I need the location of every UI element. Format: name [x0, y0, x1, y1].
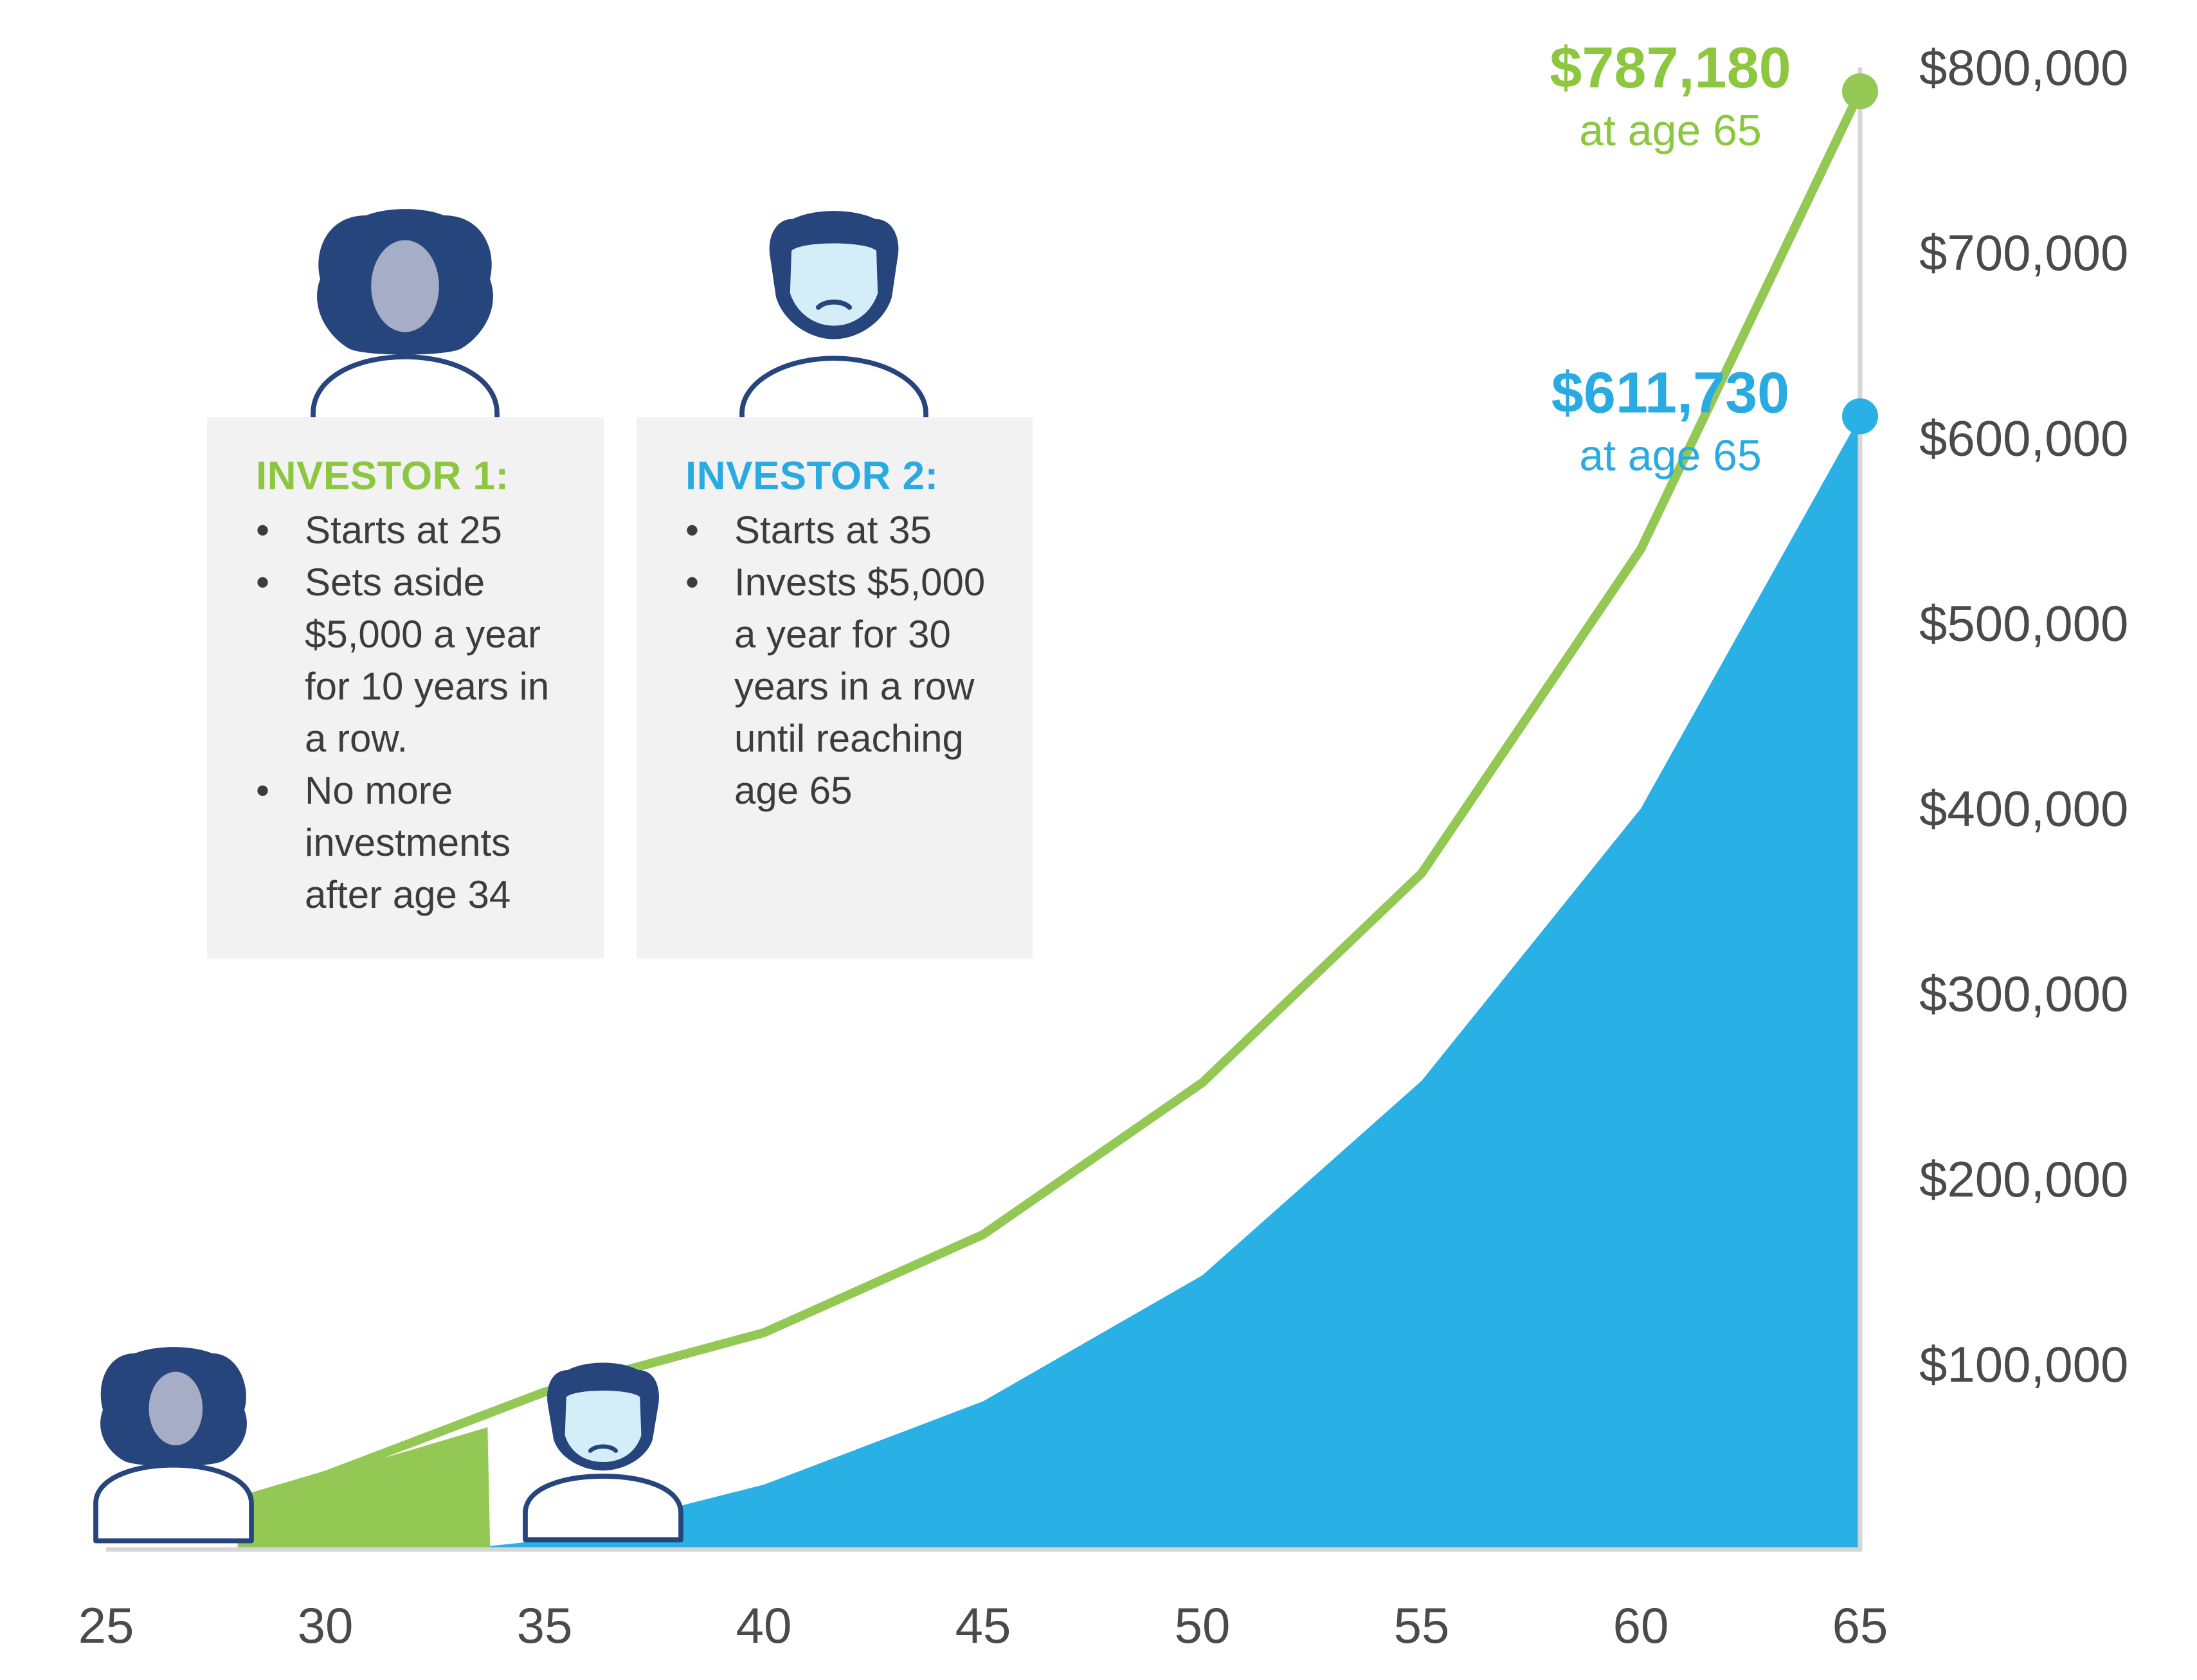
- list-item: Starts at 35: [685, 504, 1007, 556]
- callout-value: $611,730: [1551, 361, 1789, 425]
- x-tick-label: 60: [1613, 1597, 1669, 1654]
- callout-subtitle: at age 65: [1579, 106, 1762, 155]
- investor-2-end-marker: [1842, 398, 1878, 435]
- x-tick-label: 35: [517, 1597, 573, 1654]
- investor-1-title: INVESTOR 1:: [256, 454, 509, 498]
- woman-avatar-icon: [311, 209, 500, 465]
- x-tick-label: 40: [736, 1597, 792, 1654]
- investor-1-bullets: Starts at 25 Sets aside $5,000 a year fo…: [256, 504, 578, 921]
- y-tick-label: $200,000: [1919, 1151, 2128, 1207]
- man-avatar-icon: [523, 1362, 683, 1542]
- list-item: Starts at 25: [256, 504, 578, 556]
- x-tick-labels: 25 30 35 40 45 50 55 60 65: [78, 1597, 1888, 1654]
- x-tick-label: 65: [1832, 1597, 1888, 1654]
- callout-value: $787,180: [1550, 36, 1791, 100]
- y-tick-label: $300,000: [1919, 966, 2128, 1022]
- investor-2-title: INVESTOR 2:: [685, 454, 939, 498]
- man-avatar-icon: [739, 211, 928, 465]
- woman-avatar-icon: [93, 1347, 254, 1544]
- x-tick-label: 30: [298, 1597, 354, 1654]
- y-tick-label: $800,000: [1919, 39, 2128, 96]
- list-item: Sets aside $5,000 a year for 10 years in…: [256, 556, 578, 764]
- x-tick-label: 50: [1175, 1597, 1231, 1654]
- x-tick-label: 25: [78, 1597, 134, 1654]
- investor-2-bullets: Starts at 35 Invests $5,000 a year for 3…: [685, 504, 1007, 817]
- y-tick-label: $700,000: [1919, 224, 2128, 281]
- x-tick-label: 55: [1394, 1597, 1450, 1654]
- y-tick-labels: $100,000 $200,000 $300,000 $400,000 $500,000…: [1919, 39, 2128, 1393]
- list-item: Invests $5,000 a year for 30 years in a …: [685, 556, 1007, 817]
- investor-2-area: [457, 416, 1860, 1550]
- y-tick-label: $600,000: [1919, 410, 2128, 466]
- chart-areas: [237, 416, 1860, 1550]
- y-tick-label: $400,000: [1919, 781, 2128, 837]
- y-tick-label: $500,000: [1919, 595, 2128, 651]
- investor-1-end-marker: [1842, 73, 1878, 109]
- investor-2-card: INVESTOR 2: Starts at 35 Invests $5,000 …: [637, 417, 1033, 959]
- chart-lines: [233, 73, 1878, 1506]
- y-tick-label: $100,000: [1919, 1336, 2128, 1393]
- list-item: No more investments after age 34: [256, 764, 578, 921]
- investor-1-card: INVESTOR 1: Starts at 25 Sets aside $5,0…: [207, 417, 604, 959]
- investor-1-line: [233, 86, 1865, 1506]
- x-tick-label: 45: [955, 1597, 1011, 1654]
- investor-1-contribution-area: [237, 1427, 491, 1549]
- callout-subtitle: at age 65: [1579, 431, 1762, 480]
- end-value-callouts: $787,180 at age 65 $611,730 at age 65: [1550, 36, 1791, 480]
- chart-axes: [106, 68, 1863, 1552]
